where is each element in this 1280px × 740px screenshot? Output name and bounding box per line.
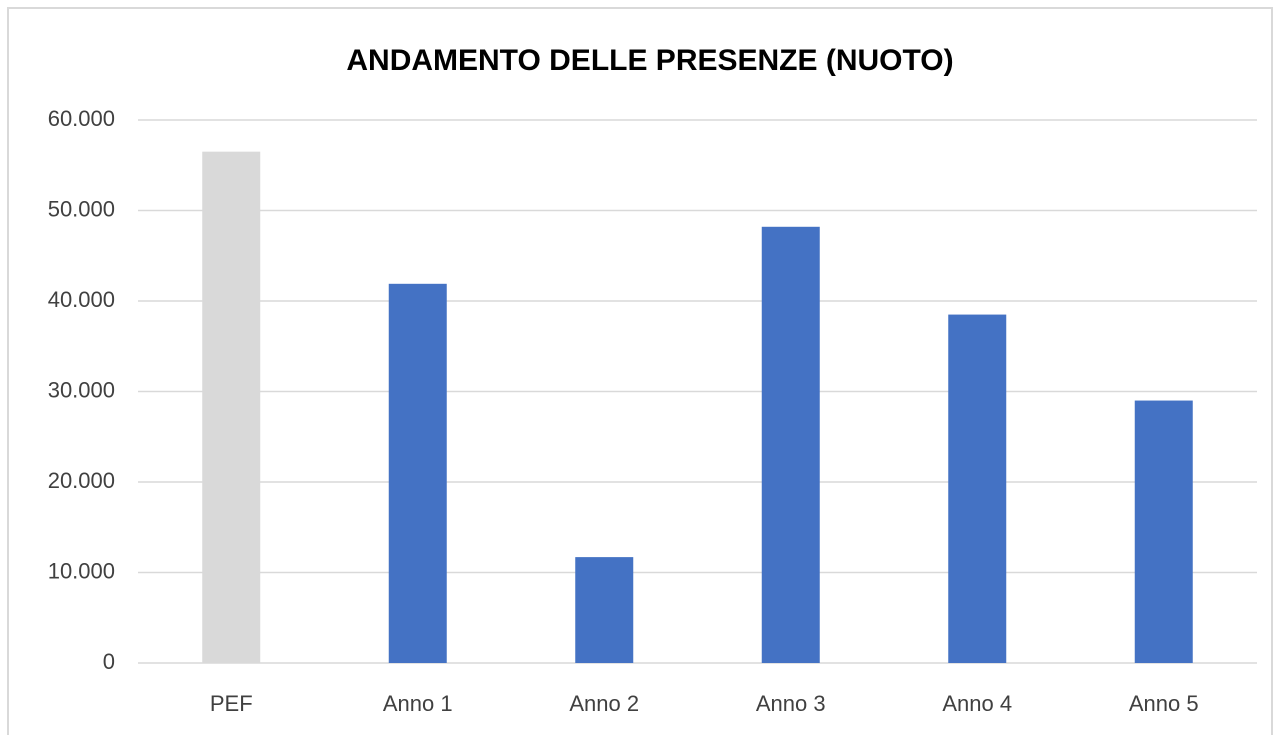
x-tick-label: Anno 4 — [942, 691, 1012, 716]
x-tick-label: Anno 3 — [756, 691, 826, 716]
y-tick-label: 0 — [103, 649, 115, 674]
y-tick-label: 40.000 — [48, 287, 115, 312]
x-tick-label: Anno 1 — [383, 691, 453, 716]
bar — [388, 283, 447, 663]
bar — [1134, 400, 1193, 663]
chart-title: ANDAMENTO DELLE PRESENZE (NUOTO) — [346, 44, 953, 77]
bar — [575, 557, 634, 663]
y-tick-label: 30.000 — [48, 377, 115, 402]
y-tick-label: 20.000 — [48, 468, 115, 493]
chart-frame — [7, 7, 1273, 740]
bar — [948, 314, 1007, 663]
x-tick-label: Anno 5 — [1129, 691, 1199, 716]
bar — [761, 226, 820, 664]
bar — [202, 151, 261, 664]
y-tick-label: 50.000 — [48, 196, 115, 221]
x-tick-label: Anno 2 — [569, 691, 639, 716]
y-tick-label: 60.000 — [48, 106, 115, 131]
y-tick-label: 10.000 — [48, 558, 115, 583]
x-tick-label: PEF — [210, 691, 253, 716]
